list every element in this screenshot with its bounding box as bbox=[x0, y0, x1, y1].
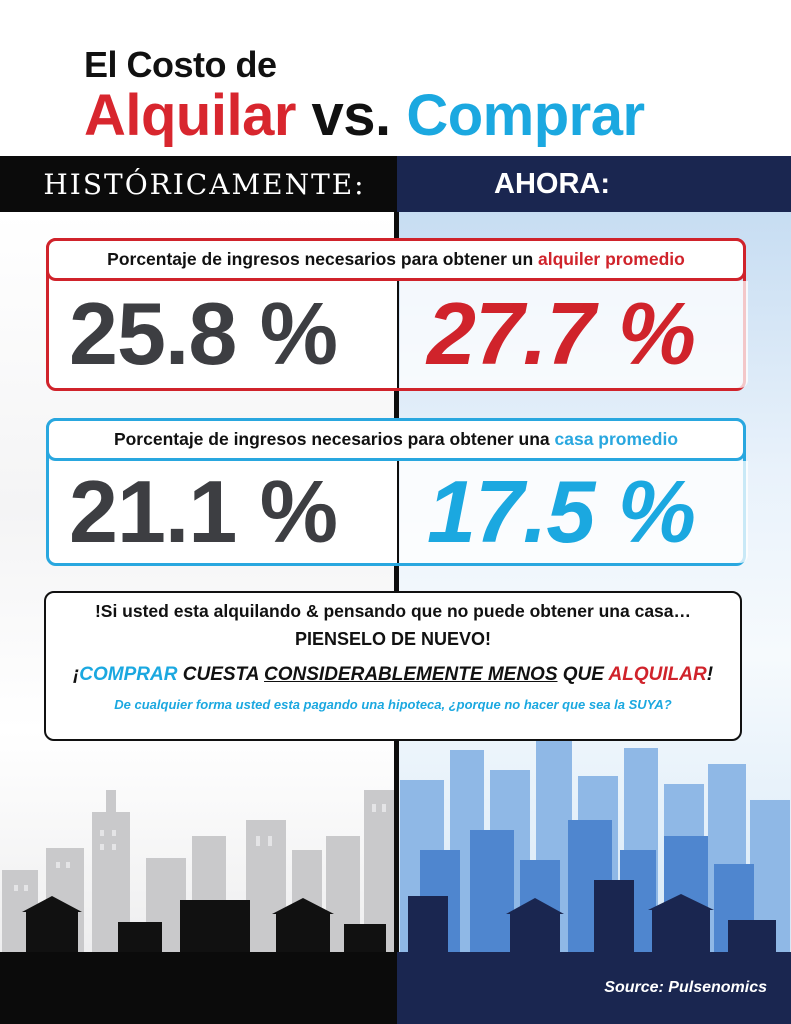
buy-historical-cell bbox=[49, 461, 397, 563]
message-line1: !Si usted esta alquilando & pensando que… bbox=[94, 601, 692, 621]
message-line2: PIENSELO DE NUEVO! bbox=[294, 629, 492, 649]
title-vs-word: vs. bbox=[311, 83, 392, 148]
title-line1: El Costo de bbox=[84, 44, 277, 85]
buy-label-highlight: casa promedio bbox=[554, 429, 679, 449]
header-now-label: AHORA: bbox=[494, 167, 610, 200]
rent-label-prefix: Porcentaje de ingresos necesarios para o… bbox=[107, 249, 538, 269]
header-now: AHORA: bbox=[397, 156, 791, 212]
rent-historical-cell bbox=[49, 281, 397, 388]
buy-now-cell bbox=[400, 461, 748, 563]
rent-now-cell bbox=[400, 281, 748, 388]
buy-label-prefix: Porcentaje de ingresos necesarios para o… bbox=[113, 429, 555, 449]
buy-now-value: 17.5 % bbox=[427, 462, 696, 561]
city-skyline-illustration bbox=[2, 740, 790, 954]
rent-panel: Porcentaje de ingresos necesarios para o… bbox=[46, 238, 748, 391]
source-credit: Source: Pulsenomics bbox=[604, 979, 767, 996]
buy-panel: Porcentaje de ingresos necesarios para o… bbox=[46, 418, 748, 566]
header-historical: HISTÓRICAMENTE: bbox=[0, 156, 397, 212]
footer-left bbox=[0, 952, 397, 1024]
message-box: !Si usted esta alquilando & pensando que… bbox=[44, 591, 742, 741]
message-rent-word: ALQUILAR bbox=[608, 664, 707, 685]
buy-panel-label: Porcentaje de ingresos necesarios para o… bbox=[46, 418, 746, 461]
message-line3-mid: CUESTA bbox=[177, 664, 265, 685]
message-buy-word: COMPRAR bbox=[79, 664, 178, 685]
rent-now-value: 27.7 % bbox=[427, 284, 696, 383]
message-line3-than: QUE bbox=[557, 664, 609, 685]
message-line3: ¡COMPRAR CUESTA CONSIDERABLEMENTE MENOS … bbox=[46, 664, 740, 686]
message-line3-open: ¡ bbox=[72, 664, 80, 685]
footer-band bbox=[0, 952, 791, 1024]
buy-historical-value: 21.1 % bbox=[69, 462, 338, 561]
title-line2: Alquilar vs. Comprar bbox=[84, 82, 645, 149]
message-emphasis: CONSIDERABLEMENTE MENOS bbox=[264, 664, 558, 685]
rent-historical-value: 25.8 % bbox=[69, 284, 338, 383]
message-line4: De cualquier forma usted esta pagando un… bbox=[114, 697, 672, 712]
rent-panel-label: Porcentaje de ingresos necesarios para o… bbox=[46, 238, 746, 281]
title-buy-word: Comprar bbox=[406, 83, 645, 148]
rent-label-highlight: alquiler promedio bbox=[538, 249, 685, 269]
center-divider bbox=[394, 212, 399, 954]
header-historical-label: HISTÓRICAMENTE: bbox=[43, 167, 366, 201]
title-rent-word: Alquilar bbox=[84, 83, 296, 148]
footer-right bbox=[397, 952, 791, 1024]
message-line3-close: ! bbox=[706, 664, 714, 685]
